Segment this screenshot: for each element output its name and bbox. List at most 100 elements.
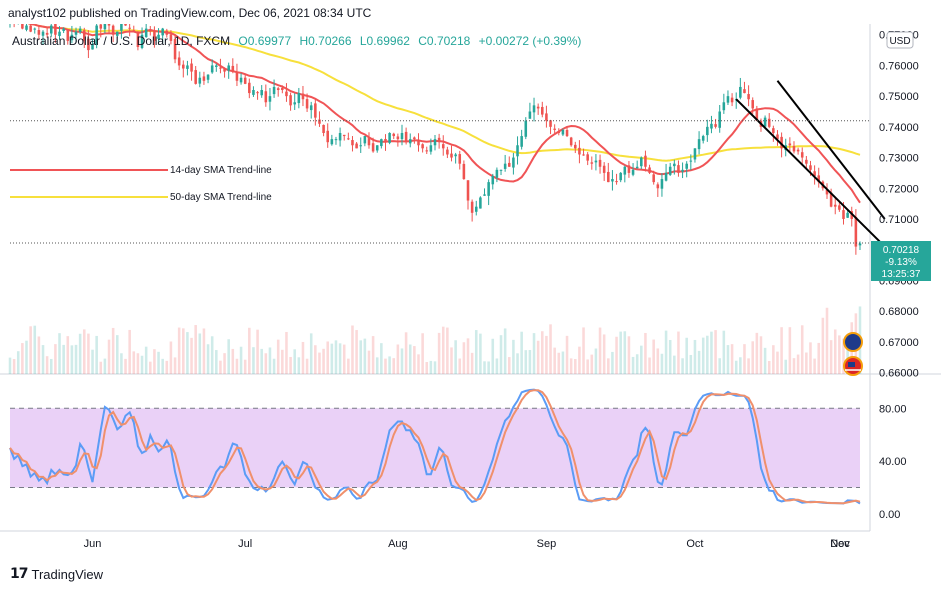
candle-body <box>454 154 457 157</box>
symbol-header[interactable]: Australian Dollar / U.S. Dollar, 1D, FXC… <box>12 34 581 48</box>
stochastic-band-fill <box>10 408 860 488</box>
candle-body <box>359 145 363 147</box>
volume-bar <box>516 353 519 374</box>
candle-body <box>441 144 445 149</box>
candle-body <box>111 25 115 35</box>
candle-body <box>578 147 581 155</box>
volume-bar <box>322 348 325 374</box>
ohlc-change: +0.00272 (+0.39%) <box>479 34 582 48</box>
volume-bar <box>111 327 115 374</box>
candle-body <box>186 65 189 69</box>
candle-body <box>627 165 631 173</box>
volume-bar <box>215 350 218 374</box>
candle-body <box>751 100 754 109</box>
chart-canvas[interactable]: 0.770000.760000.750000.740000.730000.720… <box>0 24 941 559</box>
event-flags[interactable] <box>843 332 863 376</box>
stochastic-lines <box>9 388 861 505</box>
candle-body <box>545 113 548 121</box>
candle-body <box>524 120 528 137</box>
candle-body <box>565 129 569 137</box>
candle-body <box>400 132 404 140</box>
ohlc-open: O0.69977 <box>238 34 291 48</box>
volume-bar <box>578 346 581 374</box>
time-tick-label: Aug <box>388 538 408 550</box>
volume-bar <box>87 333 90 374</box>
volume-bar <box>611 351 614 374</box>
volume-bar <box>520 331 523 374</box>
volume-bar <box>739 357 742 374</box>
volume-bar <box>664 330 668 374</box>
volume-bar <box>479 333 482 374</box>
volume-bar <box>157 351 160 374</box>
candle-body <box>520 136 523 147</box>
sma14-legend-label: 14-day SMA Trend-line <box>170 165 272 176</box>
volume-bar <box>359 340 363 374</box>
candle-body <box>21 24 24 29</box>
volume-bar <box>668 339 672 374</box>
volume-bar <box>561 351 565 374</box>
volume-bar <box>776 351 779 374</box>
volume-bar <box>54 344 57 374</box>
volume-bar <box>619 331 622 374</box>
candle-body <box>33 28 37 30</box>
candle-body <box>730 97 734 103</box>
candle-body <box>70 34 74 41</box>
candle-body <box>598 159 602 167</box>
candle-body <box>95 25 98 45</box>
candle-body <box>829 192 833 207</box>
candle-body <box>384 138 387 143</box>
volume-bar <box>553 347 556 374</box>
candle-body <box>124 24 127 26</box>
candle-body <box>594 160 598 163</box>
volume-bar <box>289 356 292 374</box>
volume-bar <box>660 353 664 374</box>
volume-bar <box>243 359 247 374</box>
volume-bar <box>714 330 717 374</box>
volume-bar <box>689 354 693 374</box>
trend-channel <box>10 80 886 248</box>
volume-bar <box>248 327 251 374</box>
candle-body <box>107 24 111 26</box>
candle-body <box>619 172 622 181</box>
candle-body <box>809 165 812 170</box>
volume-bar <box>268 347 272 374</box>
candle-body <box>140 34 144 48</box>
candle-body <box>91 43 94 50</box>
footer-brand[interactable]: 17 TradingView <box>10 566 103 582</box>
price-tick-label: 0.74000 <box>879 122 919 134</box>
volume-bar <box>202 328 206 374</box>
volume-bar <box>747 358 750 374</box>
volume-bar <box>627 336 631 374</box>
volume-bar <box>838 335 841 374</box>
candle-body <box>256 92 259 94</box>
candle-body <box>177 57 181 66</box>
candle-body <box>536 106 540 109</box>
volume-bar <box>363 338 367 374</box>
sma50-legend-label: 50-day SMA Trend-line <box>170 192 272 203</box>
volume-bar <box>631 356 635 374</box>
candle-body <box>82 30 86 41</box>
candle-body <box>656 184 660 189</box>
candle-body <box>285 91 288 97</box>
price-tick-label: 0.76000 <box>879 60 919 72</box>
channel-lower-line <box>735 98 886 248</box>
candle-body <box>239 77 243 83</box>
candle-body <box>660 179 664 189</box>
candle-body <box>574 144 577 149</box>
volume-bar <box>206 344 210 374</box>
tradingview-logo-icon: 17 <box>10 566 29 582</box>
volume-bar <box>734 360 738 374</box>
australia-flag-icon[interactable] <box>843 332 863 352</box>
price-axis: 0.770000.760000.750000.740000.730000.720… <box>879 30 919 380</box>
candle-body <box>458 154 462 164</box>
candle-body <box>516 145 519 157</box>
candle-body <box>425 150 429 152</box>
volume-bar <box>128 329 131 374</box>
currency-button[interactable]: USD <box>886 31 914 49</box>
candle-body <box>561 129 565 135</box>
volume-bar <box>512 339 515 374</box>
candle-body <box>314 103 317 118</box>
volume-bar <box>153 349 156 374</box>
candle-body <box>289 95 292 106</box>
